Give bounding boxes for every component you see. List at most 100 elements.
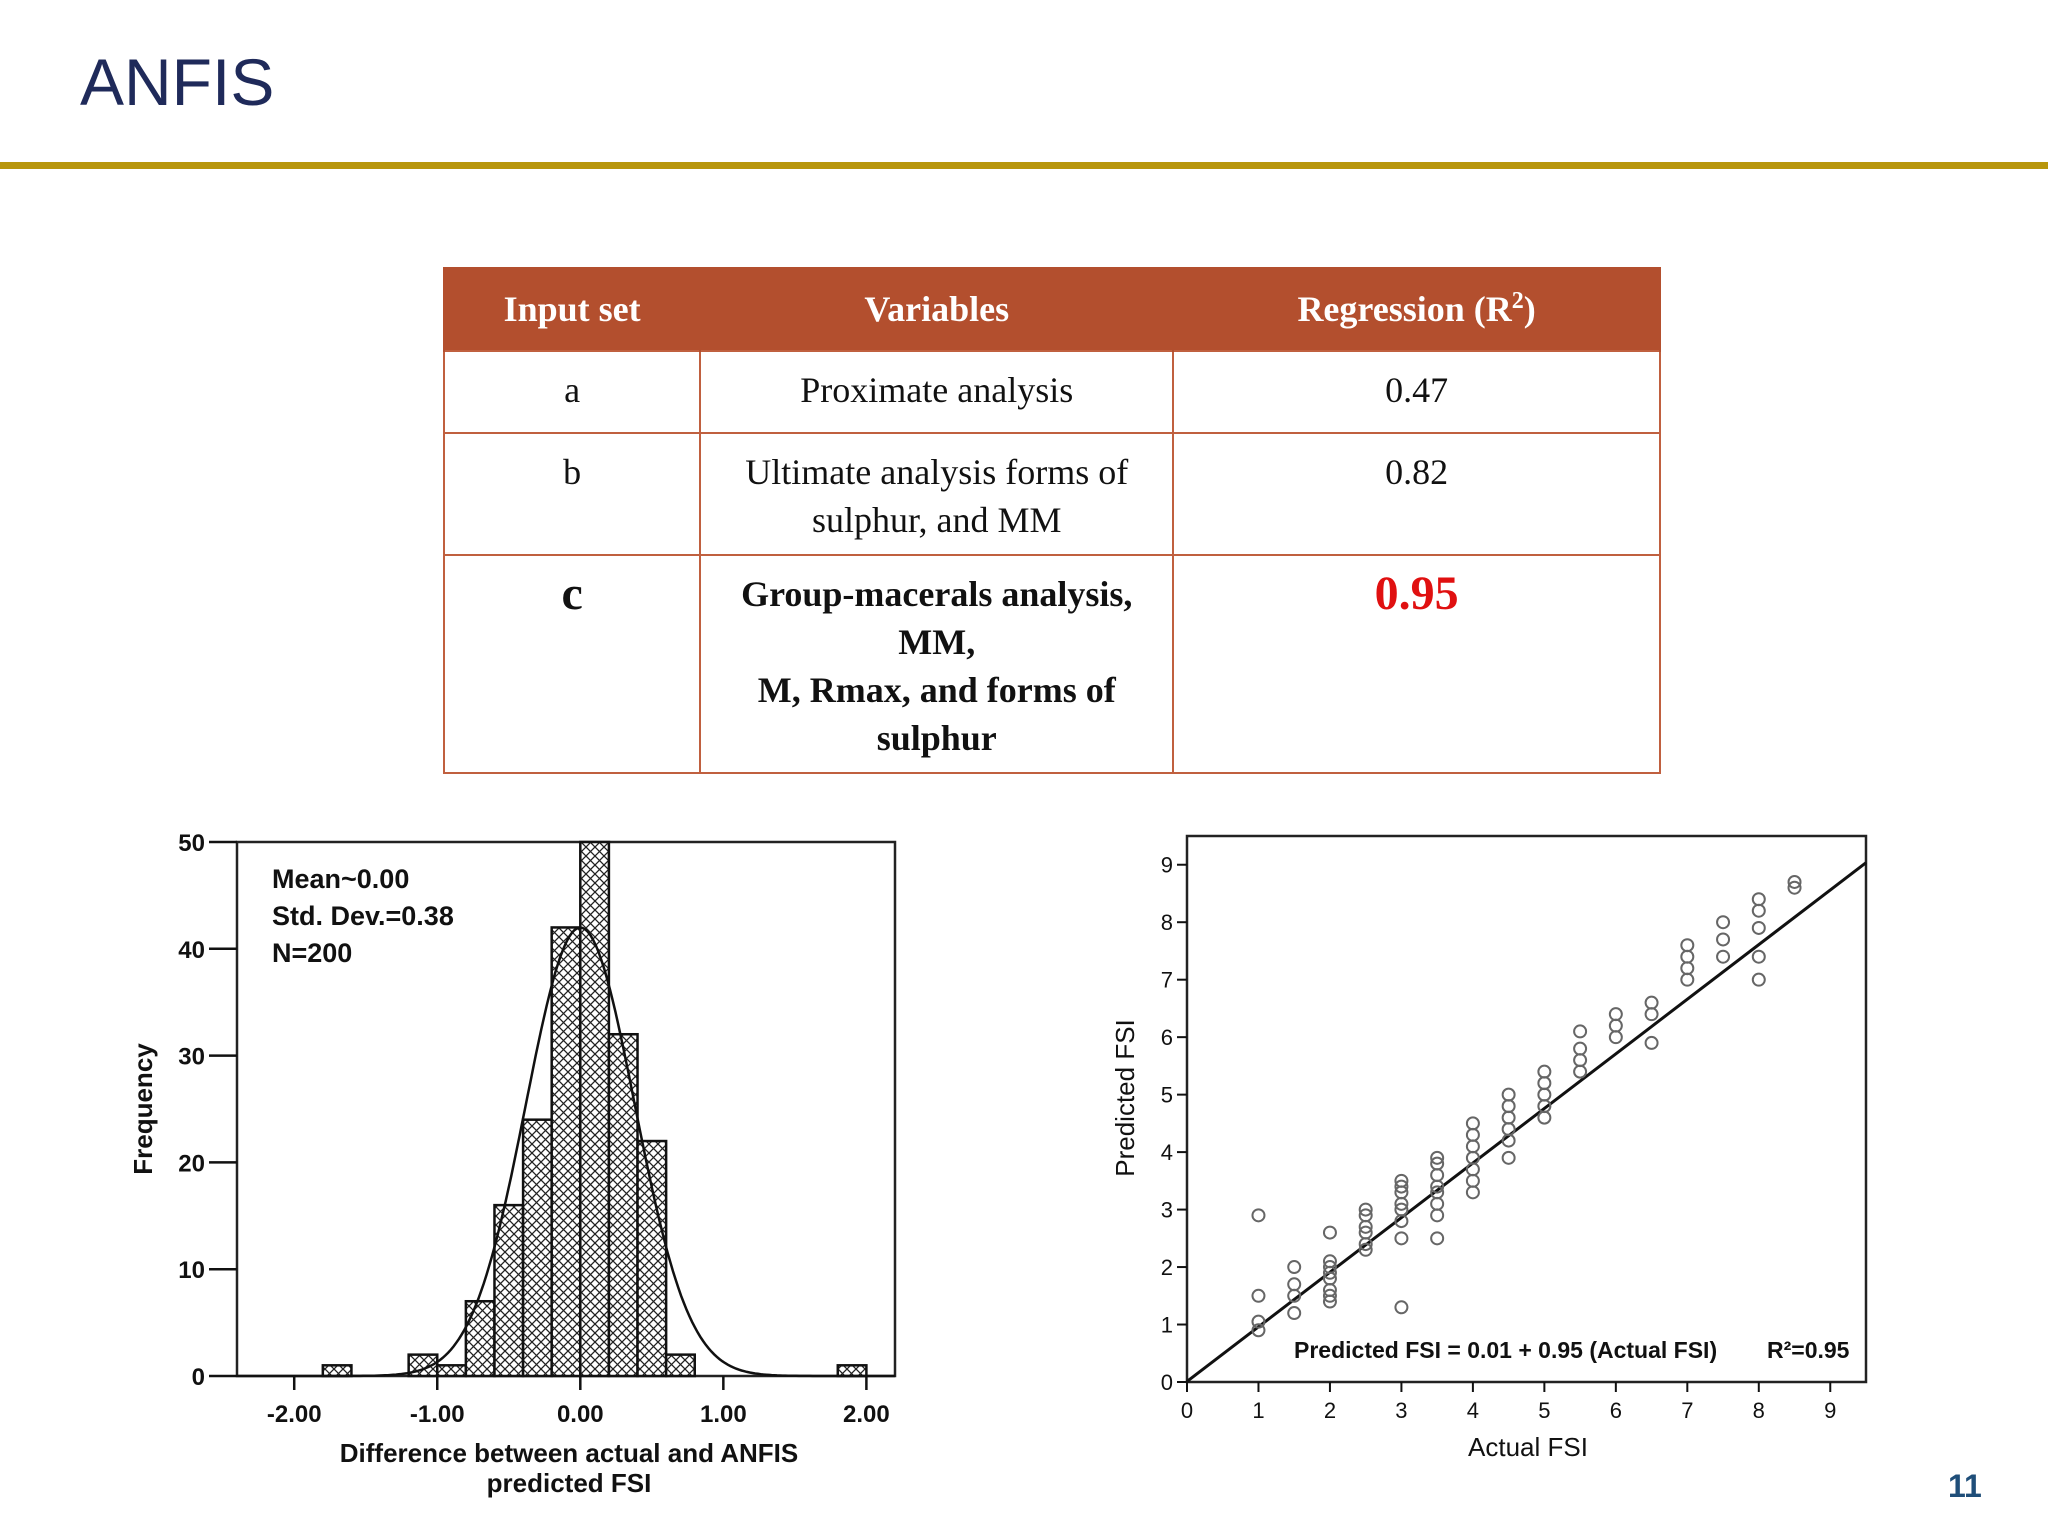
- scatter-point: [1251, 1323, 1266, 1338]
- scatter-point: [1430, 1156, 1445, 1171]
- slide-title: ANFIS: [80, 45, 275, 119]
- x-tick-label: 6: [1610, 1398, 1622, 1423]
- scatter-point: [1430, 1168, 1445, 1183]
- cell-r2: 0.47: [1172, 350, 1661, 434]
- scatter-point: [1287, 1277, 1302, 1292]
- stats-annotation: N=200: [272, 938, 352, 968]
- scatter-point: [1394, 1179, 1409, 1194]
- scatter-point: [1573, 1064, 1588, 1079]
- scatter-point: [1430, 1196, 1445, 1211]
- scatter-point: [1251, 1288, 1266, 1303]
- cell-r2: 0.82: [1172, 432, 1661, 556]
- scatter-point: [1608, 1007, 1623, 1022]
- scatter-point: [1465, 1139, 1480, 1154]
- x-tick-label: 2.00: [843, 1401, 890, 1428]
- y-tick-label: 4: [1161, 1140, 1173, 1165]
- scatter-point: [1430, 1208, 1445, 1223]
- histogram-bar: [636, 1139, 668, 1378]
- cell-variables-line2: sulphur, and MM: [811, 500, 1062, 540]
- cell-set: c: [442, 554, 702, 774]
- scatter-point: [1394, 1173, 1409, 1188]
- histogram-bar: [607, 1032, 639, 1378]
- y-tick-label: 10: [178, 1257, 205, 1284]
- scatter-point: [1322, 1260, 1337, 1275]
- regression-line: [1186, 861, 1867, 1383]
- stats-annotation: Std. Dev.=0.38: [272, 901, 454, 931]
- scatter-point: [1501, 1087, 1516, 1102]
- scatter-point: [1358, 1208, 1373, 1223]
- scatter-point: [1787, 880, 1802, 895]
- scatter-point: [1608, 1030, 1623, 1045]
- y-tick-label: 3: [1161, 1198, 1173, 1223]
- header-variables: Variables: [699, 267, 1175, 351]
- scatter-point: [1430, 1231, 1445, 1246]
- histogram-chart: 0 10 20 30 40 50 -2.00 -1.00 0.00 1.00 2.00 Differe…: [128, 830, 897, 1498]
- scatter-point: [1787, 874, 1802, 889]
- y-tick-label: 8: [1161, 910, 1173, 935]
- scatter-point: [1358, 1202, 1373, 1217]
- scatter-point: [1537, 1087, 1552, 1102]
- x-axis-label: Difference between actual and ANFIS: [340, 1438, 798, 1468]
- scatter-point: [1465, 1173, 1480, 1188]
- scatter-chart: 0 1 2 3 4 5 6 7 8 9 0 1 2 3 4 5 6 7 8 9 Actual FSI Predicted …: [1110, 834, 1868, 1462]
- table-row: a Proximate analysis 0.47: [442, 350, 1661, 434]
- page-number: 11: [1948, 1468, 1982, 1504]
- x-tick-label: -2.00: [267, 1401, 322, 1428]
- scatter-point: [1573, 1053, 1588, 1068]
- scatter-point: [1465, 1162, 1480, 1177]
- y-tick-label: 6: [1161, 1025, 1173, 1050]
- title-rule: [0, 162, 2048, 169]
- histogram-bar: [836, 1364, 868, 1378]
- table-row: c Group-macerals analysis, MM, M, Rmax, a…: [442, 554, 1661, 774]
- scatter-point: [1573, 1024, 1588, 1039]
- scatter-point: [1322, 1288, 1337, 1303]
- y-tick-label: 20: [178, 1150, 205, 1177]
- header-input-set: Input set: [442, 267, 702, 351]
- header-regression-label: Regression (R: [1297, 288, 1512, 329]
- x-axis-label: predicted FSI: [487, 1468, 652, 1498]
- stats-annotation: Mean~0.00: [272, 864, 409, 894]
- x-tick-label: 4: [1467, 1398, 1479, 1423]
- scatter-point: [1644, 1007, 1659, 1022]
- cell-variables: Proximate analysis: [699, 350, 1175, 434]
- scatter-point: [1501, 1110, 1516, 1125]
- x-axis-label: Actual FSI: [1468, 1432, 1588, 1462]
- scatter-point: [1751, 892, 1766, 907]
- scatter-point: [1644, 995, 1659, 1010]
- y-tick-label: 30: [178, 1044, 205, 1071]
- scatter-point: [1501, 1099, 1516, 1114]
- cell-variables-line2: M, Rmax, and forms of sulphur: [757, 670, 1116, 758]
- table-row: b Ultimate analysis forms of sulphur, and…: [442, 432, 1661, 556]
- table-header-row: Input set Variables Regression (R2): [442, 267, 1661, 351]
- y-tick-label: 0: [192, 1364, 205, 1391]
- histogram-bar: [321, 1364, 353, 1378]
- x-tick-label: 0: [1181, 1398, 1193, 1423]
- scatter-point: [1394, 1202, 1409, 1217]
- scatter-point: [1716, 949, 1731, 964]
- scatter-point: [1358, 1242, 1373, 1257]
- y-tick-label: 0: [1161, 1370, 1173, 1395]
- cell-variables: Group-macerals analysis, MM, M, Rmax, and…: [699, 554, 1175, 774]
- scatter-point: [1751, 949, 1766, 964]
- scatter-point: [1465, 1116, 1480, 1131]
- plot-frame: [1185, 834, 1868, 1384]
- scatter-point: [1716, 932, 1731, 947]
- scatter-point: [1537, 1064, 1552, 1079]
- cell-variables: Ultimate analysis forms of sulphur, and M…: [699, 432, 1175, 556]
- scatter-point: [1430, 1185, 1445, 1200]
- scatter-point: [1537, 1076, 1552, 1091]
- scatter-point: [1608, 1018, 1623, 1033]
- scatter-point: [1751, 920, 1766, 935]
- scatter-point: [1465, 1127, 1480, 1142]
- scatter-point: [1358, 1225, 1373, 1240]
- x-tick-label: 8: [1753, 1398, 1765, 1423]
- header-regression-close: ): [1523, 288, 1536, 329]
- cell-set: a: [442, 350, 702, 434]
- y-axis-label: Predicted FSI: [1110, 1019, 1140, 1177]
- x-tick-label: 1: [1252, 1398, 1264, 1423]
- histogram-bar: [579, 840, 611, 1378]
- x-tick-label: 9: [1824, 1398, 1836, 1423]
- cell-r2-highlight: 0.95: [1172, 554, 1661, 774]
- x-tick-label: 7: [1681, 1398, 1693, 1423]
- scatter-point: [1287, 1260, 1302, 1275]
